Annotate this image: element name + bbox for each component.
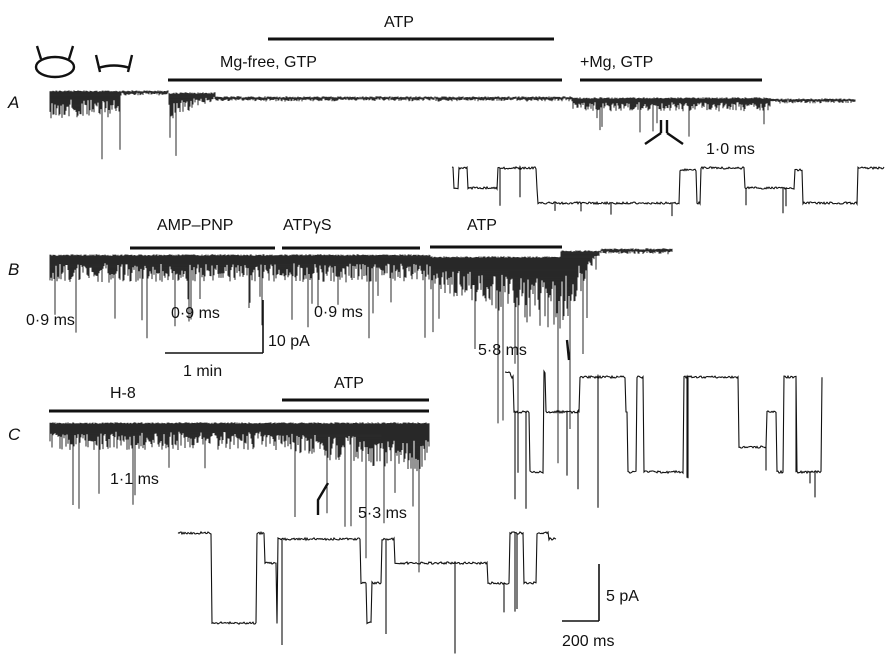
fast-scale-bar	[562, 564, 600, 622]
panel-b-expansion-marker	[565, 339, 571, 361]
panel-b-slow-trace	[49, 248, 673, 464]
panel-c-letter: C	[8, 425, 21, 444]
slow-scale-current-label: 10 pA	[268, 333, 310, 350]
panel-b-letter: B	[8, 260, 19, 279]
panel-a-open-time: 1·0 ms	[706, 141, 755, 158]
cell-attached-patch-icon	[34, 45, 76, 79]
panel-c-expansion-marker	[316, 482, 330, 515]
panel-b-amp-pnp-open-time: 0·9 ms	[171, 305, 220, 322]
fast-scale-time-label: 200 ms	[562, 633, 614, 650]
panel-a-mg-free-label: Mg-free, GTP	[220, 54, 317, 71]
panel-a-letter: A	[7, 93, 19, 112]
fast-scale-current-label: 5 pA	[606, 588, 639, 605]
slow-scale-time-label: 1 min	[183, 363, 222, 380]
panel-c-atp-label: ATP	[334, 375, 364, 392]
panel-b-atp-gamma-s-open-time: 0·9 ms	[314, 304, 363, 321]
panel-c-fast-trace	[177, 530, 557, 654]
panel-b-atp-gamma-s-label: ATPγS	[283, 217, 332, 234]
slow-scale-bar	[165, 300, 264, 354]
panel-c-atp-open-time: 5·3 ms	[358, 505, 407, 522]
panel-c-h8-open-time: 1·1 ms	[110, 471, 159, 488]
panel-b-fast-trace	[504, 369, 823, 509]
inside-out-patch-icon	[94, 54, 134, 73]
panel-b-control-open-time: 0·9 ms	[26, 312, 75, 329]
panel-a-slow-trace	[49, 90, 856, 160]
panel-a-atp-label: ATP	[384, 14, 414, 31]
panel-a-expansion-marker	[644, 120, 684, 145]
panel-c-h8-label: H-8	[110, 385, 136, 402]
panel-a-mg-label: +Mg, GTP	[580, 54, 653, 71]
panel-c-slow-trace	[49, 422, 430, 573]
panel-a-fast-trace	[451, 165, 885, 217]
panel-b-atp-label: ATP	[467, 217, 497, 234]
panel-b-amp-pnp-label: AMP–PNP	[157, 217, 233, 234]
panel-b-atp-open-time: 5·8 ms	[478, 342, 527, 359]
